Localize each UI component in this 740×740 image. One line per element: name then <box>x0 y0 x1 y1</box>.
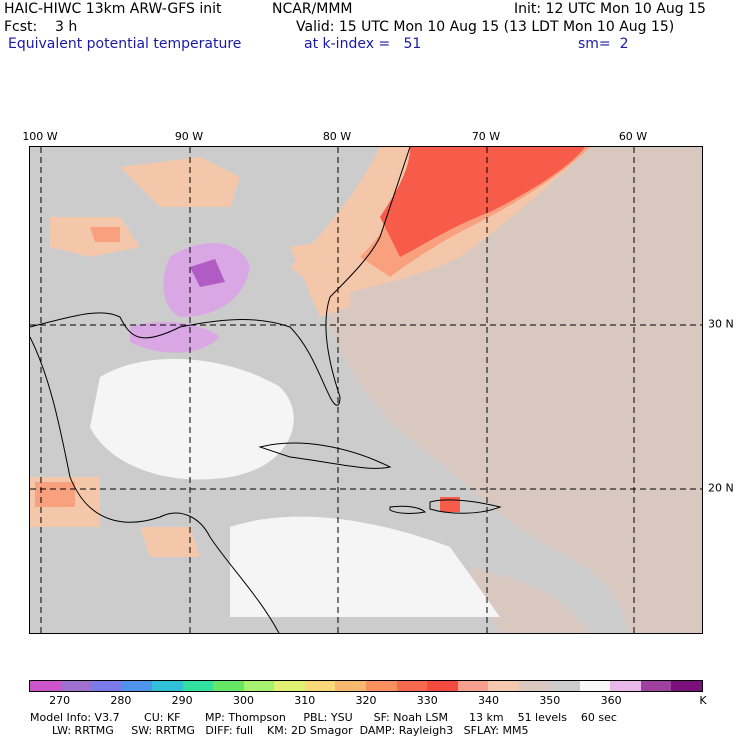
colorbar-swatch <box>30 681 61 691</box>
colorbar-swatch <box>91 681 122 691</box>
mexico-salmon-patch <box>35 482 75 507</box>
gulf-lavender-region <box>130 321 220 353</box>
central-america-warm-patch <box>140 527 200 557</box>
caribbean-white-area <box>230 516 500 617</box>
colorbar-swatch <box>518 681 550 691</box>
colorbar-swatch <box>457 681 489 691</box>
colorbar-swatch <box>396 681 428 691</box>
colorbar-swatch <box>152 681 183 691</box>
colorbar-tick-label: K <box>699 694 707 707</box>
valid-time: Valid: 15 UTC Mon 10 Aug 15 (13 LDT Mon … <box>296 19 675 35</box>
colorbar-swatch <box>366 681 397 691</box>
lat-label-30n: 30 N <box>708 317 734 331</box>
init-time: Init: 12 UTC Mon 10 Aug 15 <box>514 1 706 17</box>
forecast-hour: Fcst: 3 h <box>4 19 78 35</box>
hispaniola-outline <box>429 499 502 514</box>
lon-label-90w: 90 W <box>174 130 204 143</box>
inland-warm-patch <box>120 157 240 207</box>
level-label: at k-index = 51 <box>304 36 422 52</box>
colorbar-tick-label: 330 <box>416 694 438 707</box>
theta-e-map <box>29 146 703 634</box>
colorbar-swatch <box>243 681 275 691</box>
colorbar-tick-label: 300 <box>232 694 254 707</box>
colorbar-swatch <box>213 681 244 691</box>
field-name: Equivalent potential temperature <box>8 36 242 52</box>
colorbar-swatch <box>274 681 305 691</box>
lon-label-100w: 100 W <box>22 130 58 143</box>
colorbar <box>29 680 703 692</box>
lat-label-20n: 20 N <box>708 481 734 495</box>
lon-label-60w: 60 W <box>618 130 648 143</box>
colorbar-swatch <box>427 681 458 691</box>
graticule <box>30 147 702 633</box>
colorbar-tick-label: 290 <box>171 694 193 707</box>
lon-label-80w: 80 W <box>322 130 352 143</box>
colorbar-swatch <box>304 681 336 691</box>
purple-core <box>190 259 225 287</box>
colorbar-swatch <box>640 681 672 691</box>
coastal-red-core <box>380 147 585 257</box>
jamaica-outline <box>389 505 427 514</box>
map-canvas <box>30 147 702 633</box>
colorbar-tick-label: 310 <box>294 694 316 707</box>
colorbar-tick-label: 280 <box>110 694 132 707</box>
colorbar-tick-label: 360 <box>600 694 622 707</box>
mexico-central-america-coast <box>30 336 280 633</box>
colorbar-swatch <box>671 681 703 691</box>
smoothing-label: sm= 2 <box>578 36 629 52</box>
colorbar-swatch <box>579 681 611 691</box>
coastlines <box>30 147 502 633</box>
model-title: HAIC-HIWC 13km ARW-GFS init <box>4 1 222 17</box>
colorbar-swatch <box>610 681 641 691</box>
colorbar-tick-label: 320 <box>355 694 377 707</box>
southeast-warm-patch <box>290 237 350 317</box>
caribbean-tan-region <box>470 567 589 633</box>
cuba-outline <box>258 442 392 469</box>
colorbar-swatch <box>182 681 214 691</box>
colorbar-tick-label: 340 <box>478 694 500 707</box>
hispaniola-warm-spot <box>440 497 460 512</box>
colorbar-swatch <box>549 681 580 691</box>
texas-salmon-patch <box>90 227 120 242</box>
model-info-line1: Model Info: V3.7 CU: KF MP: Thompson PBL… <box>30 711 617 724</box>
colorbar-swatch <box>488 681 519 691</box>
colorbar-tick-label: 350 <box>539 694 561 707</box>
colorbar-swatch <box>335 681 367 691</box>
gulf-white-area <box>90 358 294 480</box>
us-gulf-atlantic-coast <box>30 147 411 406</box>
center-label: NCAR/MMM <box>272 1 353 17</box>
colorbar-swatch <box>121 681 153 691</box>
lon-label-70w: 70 W <box>471 130 501 143</box>
colorbar-tick-label: 270 <box>49 694 71 707</box>
model-info-line2: LW: RRTMG SW: RRTMG DIFF: full KM: 2D Sm… <box>52 724 529 737</box>
colorbar-swatch <box>60 681 92 691</box>
